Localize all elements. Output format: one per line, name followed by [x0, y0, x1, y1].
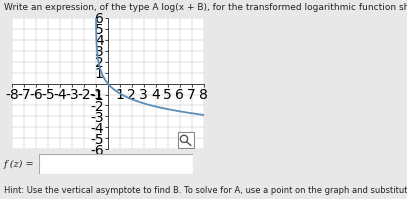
Text: f (z) =: f (z) =	[4, 160, 35, 169]
Text: Hint: Use the vertical asymptote to find B. To solve for A, use a point on the g: Hint: Use the vertical asymptote to find…	[4, 186, 407, 195]
FancyBboxPatch shape	[39, 154, 193, 174]
Text: Write an expression, of the type A log(x + B), for the transformed logarithmic f: Write an expression, of the type A log(x…	[4, 3, 407, 12]
FancyBboxPatch shape	[178, 132, 195, 148]
